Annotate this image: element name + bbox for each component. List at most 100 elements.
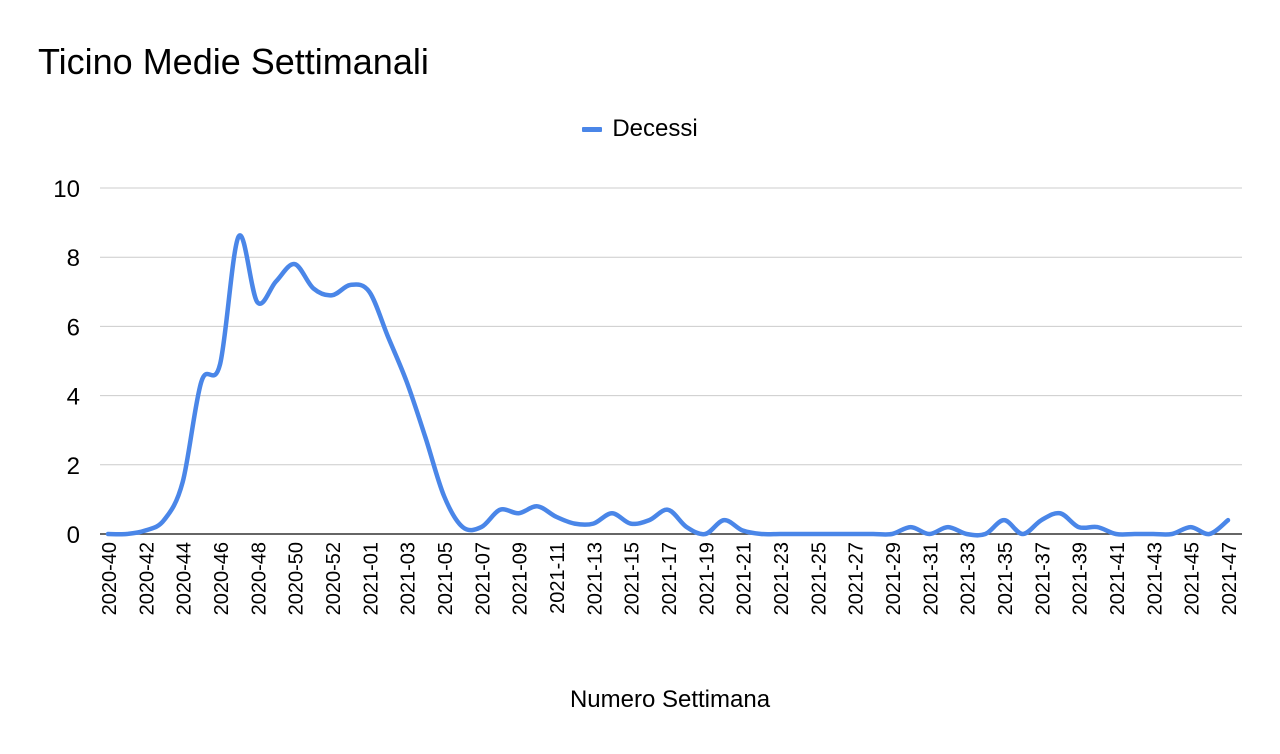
data-point-2021-42 — [1133, 532, 1137, 536]
data-point-2021-20 — [722, 518, 726, 522]
data-point-2021-34 — [983, 532, 987, 536]
data-point-2021-30 — [909, 525, 913, 529]
gridlines — [100, 187, 1242, 535]
data-point-2020-41 — [125, 532, 129, 536]
data-point-2021-40 — [1095, 525, 1099, 529]
x-tick-label: 2020-46 — [211, 542, 233, 615]
data-point-2020-47 — [237, 234, 241, 238]
data-point-2021-32 — [946, 525, 950, 529]
data-point-2021-28 — [871, 532, 875, 536]
data-point-2021-01 — [367, 290, 371, 294]
data-point-2021-18 — [685, 525, 689, 529]
data-point-2021-33 — [965, 532, 969, 536]
data-point-2021-16 — [647, 518, 651, 522]
x-tick-label: 2021-31 — [920, 542, 942, 615]
x-tick-label: 2021-01 — [360, 542, 382, 615]
x-tick-label: 2021-05 — [435, 542, 457, 615]
x-tick-label: 2021-17 — [659, 542, 681, 615]
x-tick-label: 2021-43 — [1144, 542, 1166, 615]
x-tick-label: 2021-11 — [547, 542, 569, 614]
y-tick-label: 8 — [67, 245, 80, 272]
x-tick-label: 2021-41 — [1107, 542, 1129, 615]
y-tick-label: 4 — [67, 384, 80, 411]
data-point-2020-43 — [162, 518, 166, 522]
data-point-2021-39 — [1077, 525, 1081, 529]
data-point-2021-21 — [741, 529, 745, 533]
data-point-2021-09 — [517, 511, 521, 515]
data-point-2021-37 — [1039, 518, 1043, 522]
data-point-2020-40 — [106, 532, 110, 536]
x-tick-label: 2020-50 — [286, 542, 308, 615]
data-point-2021-43 — [1151, 532, 1155, 536]
data-point-2020-42 — [143, 529, 147, 533]
x-tick-label: 2021-33 — [958, 542, 980, 615]
data-point-2021-13 — [591, 522, 595, 526]
legend: Decessi — [0, 114, 1280, 144]
data-point-2021-45 — [1189, 525, 1193, 529]
data-point-2021-10 — [535, 504, 539, 508]
data-point-2021-47 — [1226, 518, 1230, 522]
data-point-2021-35 — [1002, 518, 1006, 522]
data-point-2021-04 — [423, 435, 427, 439]
data-point-2021-38 — [1058, 511, 1062, 515]
data-point-2021-22 — [759, 532, 763, 536]
data-point-2021-15 — [629, 522, 633, 526]
legend-swatch — [582, 126, 603, 132]
x-tick-label: 2021-21 — [734, 542, 756, 615]
x-tick-label: 2020-40 — [99, 542, 121, 615]
data-point-2021-02 — [386, 335, 390, 339]
data-point-2021-06 — [461, 525, 465, 529]
x-tick-label: 2021-25 — [808, 542, 830, 615]
data-point-2020-50 — [293, 262, 297, 266]
data-point-2020-51 — [311, 286, 315, 290]
data-point-2020-44 — [181, 480, 185, 484]
legend-label-decessi: Decessi — [612, 115, 698, 142]
data-point-2021-07 — [479, 525, 483, 529]
data-point-2021-08 — [498, 508, 502, 512]
x-tick-label: 2020-44 — [174, 542, 196, 615]
x-tick-label: 2021-27 — [846, 542, 868, 615]
y-tick-label: 0 — [67, 522, 80, 549]
data-point-2021-31 — [927, 532, 931, 536]
y-tick-label: 10 — [53, 176, 80, 203]
x-tick-label: 2021-19 — [696, 542, 718, 615]
data-point-2021-29 — [890, 532, 894, 536]
data-point-2021-05 — [442, 494, 446, 498]
data-point-2021-03 — [405, 380, 409, 384]
data-point-2020-48 — [255, 300, 259, 304]
data-point-2021-17 — [666, 508, 670, 512]
x-tick-label: 2021-09 — [510, 542, 532, 615]
x-tick-label: 2021-15 — [622, 542, 644, 615]
y-axis-ticks: 0 2 4 6 8 10 — [53, 176, 80, 549]
y-tick-label: 2 — [67, 453, 80, 480]
data-point-2020-52 — [330, 293, 334, 297]
y-tick-label: 6 — [67, 314, 80, 341]
data-point-2021-12 — [573, 522, 577, 526]
data-point-2020-49 — [274, 279, 278, 283]
x-tick-label: 2021-39 — [1070, 542, 1092, 615]
data-point-2020-53 — [349, 283, 353, 287]
data-point-2021-36 — [1021, 532, 1025, 536]
x-tick-label: 2021-29 — [883, 542, 905, 615]
data-point-2021-24 — [797, 532, 801, 536]
data-point-2021-14 — [610, 511, 614, 515]
x-tick-label: 2021-37 — [1032, 542, 1054, 615]
x-tick-label: 2021-07 — [472, 542, 494, 615]
x-tick-label: 2021-47 — [1219, 542, 1241, 615]
x-tick-label: 2020-52 — [323, 542, 345, 615]
x-tick-label: 2020-48 — [248, 542, 270, 615]
chart-title: Ticino Medie Settimanali — [38, 41, 429, 82]
data-point-2020-45 — [199, 380, 203, 384]
series-line-decessi — [105, 233, 1231, 538]
data-point-2021-23 — [778, 532, 782, 536]
data-point-2021-26 — [834, 532, 838, 536]
x-tick-label: 2020-42 — [136, 542, 158, 615]
x-tick-label: 2021-13 — [584, 542, 606, 615]
data-point-2021-46 — [1207, 532, 1211, 536]
data-point-2020-46 — [218, 362, 222, 366]
data-point-2021-27 — [853, 532, 857, 536]
data-point-2021-11 — [554, 515, 558, 519]
x-tick-label: 2021-03 — [398, 542, 420, 615]
data-point-2021-41 — [1114, 532, 1118, 536]
